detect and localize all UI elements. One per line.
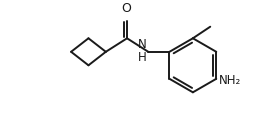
Text: O: O	[121, 2, 131, 15]
Text: NH₂: NH₂	[219, 74, 241, 87]
Text: N
H: N H	[138, 38, 146, 64]
